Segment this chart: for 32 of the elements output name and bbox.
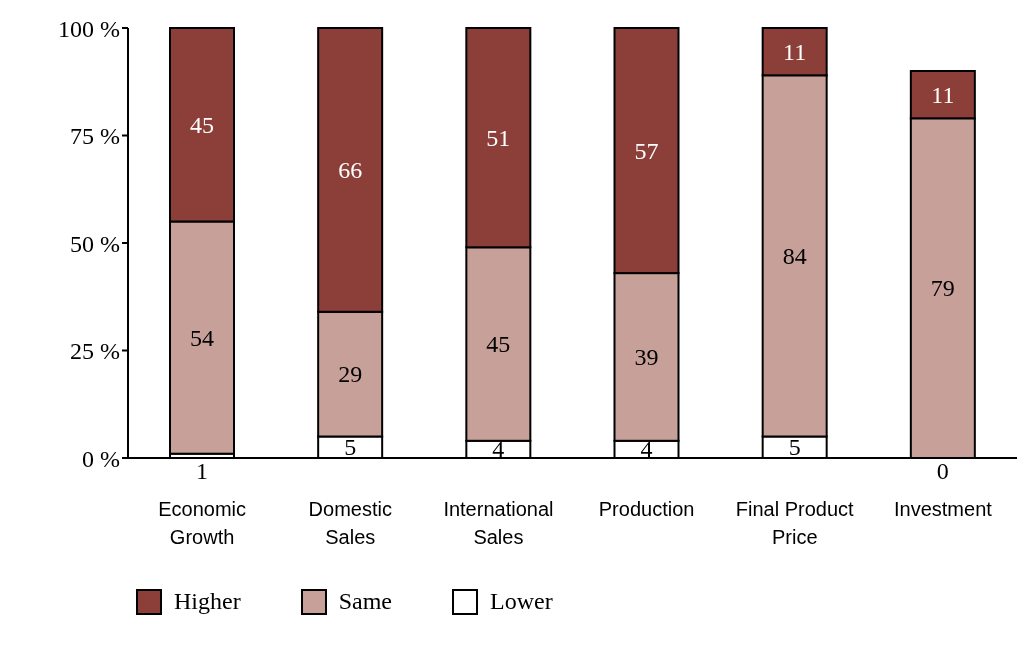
data-label: 1 <box>196 457 208 484</box>
data-label: 11 <box>783 38 807 65</box>
data-label: 84 <box>782 242 807 269</box>
x-tick-label: International Sales <box>443 498 554 548</box>
x-tick-label: Domestic Sales <box>308 498 392 548</box>
x-tick-label: Production <box>598 498 695 520</box>
data-label: 0 <box>936 457 949 484</box>
data-label: 57 <box>634 137 659 164</box>
data-label: 45 <box>190 111 214 138</box>
y-tick-label: 25 % <box>70 338 120 365</box>
legend-label: Higher <box>174 588 241 615</box>
data-label: 5 <box>788 434 801 461</box>
data-label: 5 <box>344 434 357 461</box>
data-label: 79 <box>930 275 955 302</box>
x-tick-label: Final Product Price <box>735 498 855 548</box>
data-label: 11 <box>931 81 955 108</box>
y-tick-label: 50 % <box>70 230 120 257</box>
data-label: 66 <box>338 156 363 183</box>
data-label: 54 <box>190 324 214 351</box>
legend-label: Same <box>338 588 392 615</box>
data-label: 29 <box>338 361 363 388</box>
data-label: 51 <box>486 124 511 151</box>
data-label: 4 <box>640 436 653 463</box>
y-tick-label: 0 % <box>82 445 120 472</box>
x-tick-label: Investment <box>894 498 993 520</box>
data-label: 4 <box>492 436 505 463</box>
legend-label: Lower <box>489 588 553 615</box>
data-label: 45 <box>486 331 511 358</box>
y-tick-label: 100 % <box>58 15 120 42</box>
data-label: 39 <box>634 343 659 370</box>
y-tick-label: 75 % <box>70 123 120 150</box>
x-tick-label: Economic Growth <box>158 498 246 548</box>
